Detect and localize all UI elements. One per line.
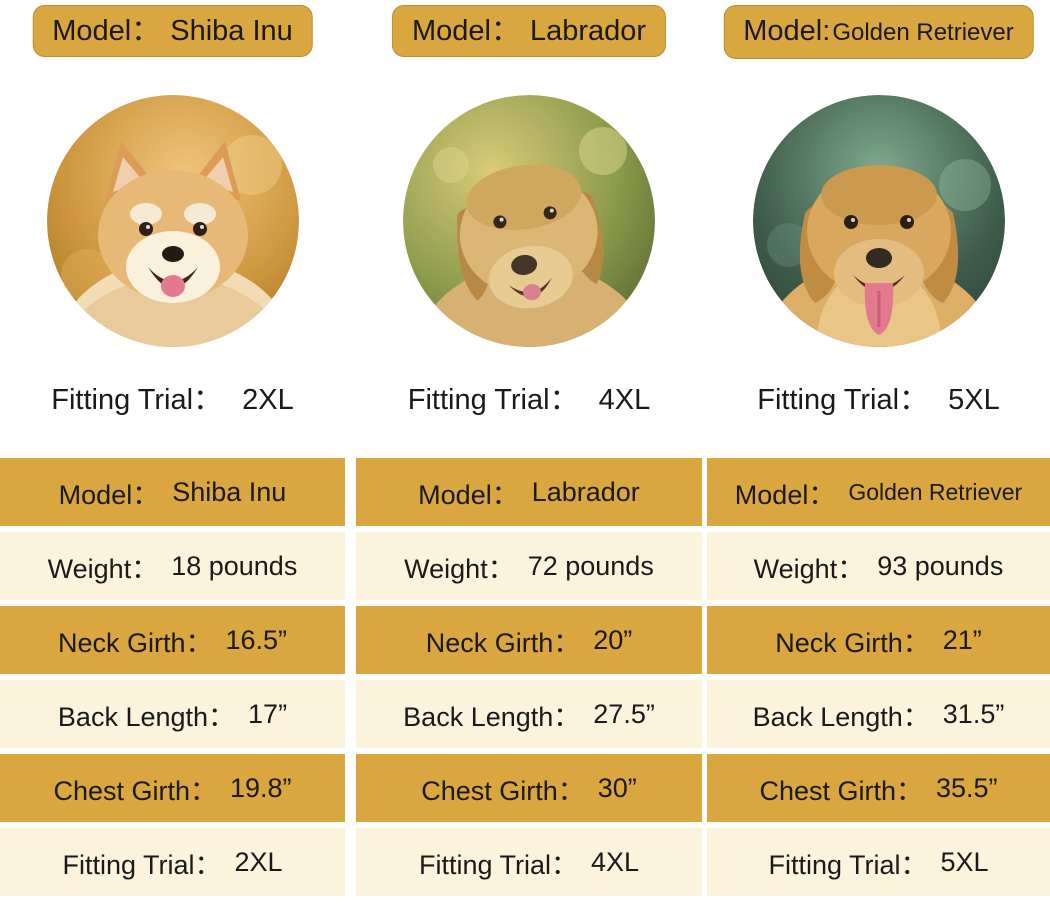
row-label: Fitting Trial： [768, 849, 928, 880]
row-label: Model： [58, 479, 160, 510]
model-badge: Model: Golden Retriever [723, 5, 1034, 59]
row-value: Shiba Inu [172, 476, 287, 507]
fitting-trial-value: 2XL [242, 384, 294, 416]
row-label: Back Length： [403, 701, 581, 732]
table-row-neck-girth: Neck Girth： 21” [707, 606, 1050, 674]
row-value: 72 pounds [527, 550, 654, 581]
table-row-fitting-trial: Fitting Trial： 4XL [356, 828, 702, 896]
row-label: Back Length： [57, 701, 236, 732]
row-label: Fitting Trial： [418, 849, 578, 880]
table-row-fitting-trial: Fitting Trial： 2XL [0, 828, 345, 896]
size-table-labrador: Model： Labrador Weight： 72 pounds Neck G… [356, 458, 702, 896]
table-row-back-length: Back Length： 27.5” [356, 680, 702, 748]
row-label: Weight： [753, 553, 865, 584]
fitting-trial-caption: Fitting Trial： 4XL [356, 376, 702, 418]
table-row-back-length: Back Length： 31.5” [707, 680, 1050, 748]
column-labrador: Model： Labrador [356, 0, 702, 906]
table-row-model: Model： Shiba Inu [0, 458, 345, 526]
table-row-model: Model： Labrador [356, 458, 702, 526]
fitting-trial-label: Fitting Trial： [51, 384, 223, 416]
table-row-chest-girth: Chest Girth： 19.8” [0, 754, 345, 822]
row-label: Fitting Trial： [62, 849, 222, 880]
table-row-weight: Weight： 18 pounds [0, 532, 345, 600]
fitting-trial-value: 4XL [598, 384, 651, 416]
size-table-golden-retriever: Model： Golden Retriever Weight： 93 pound… [707, 458, 1050, 896]
row-value: 17” [248, 698, 288, 729]
row-value: 31.5” [942, 698, 1005, 729]
table-row-back-length: Back Length： 17” [0, 680, 345, 748]
row-value: 2XL [234, 846, 283, 877]
column-shiba-inu: Model： Shiba Inu [0, 0, 345, 906]
row-value: 35.5” [936, 772, 998, 803]
row-value: 21” [942, 624, 982, 655]
fitting-trial-label: Fitting Trial： [757, 384, 929, 416]
model-badge-label: Model： [411, 15, 520, 47]
row-label: Chest Girth： [53, 775, 217, 806]
fitting-trial-caption: Fitting Trial： 2XL [0, 376, 345, 418]
fitting-trial-caption: Fitting Trial： 5XL [707, 376, 1050, 418]
fitting-trial-label: Fitting Trial： [407, 384, 579, 416]
row-label: Neck Girth： [57, 627, 213, 658]
column-golden-retriever: Model: Golden Retriever [707, 0, 1050, 906]
labrador-photo [403, 95, 655, 347]
model-badge-label: Model: [743, 15, 831, 47]
row-value: Labrador [531, 476, 640, 507]
golden-retriever-photo [752, 95, 1005, 347]
row-label: Chest Girth： [759, 775, 923, 806]
row-label: Model： [734, 479, 836, 510]
table-row-chest-girth: Chest Girth： 35.5” [707, 754, 1050, 822]
model-badge-value: Labrador [529, 15, 647, 47]
fitting-trial-value: 5XL [948, 384, 1000, 416]
shiba-inu-photo [46, 95, 299, 347]
row-value: 18 pounds [171, 550, 298, 581]
table-row-chest-girth: Chest Girth： 30” [356, 754, 702, 822]
table-row-fitting-trial: Fitting Trial： 5XL [707, 828, 1050, 896]
model-badge-value: Golden Retriever [832, 19, 1014, 46]
row-value: 5XL [940, 846, 989, 877]
row-label: Weight： [47, 553, 159, 584]
row-value: Golden Retriever [848, 478, 1023, 505]
row-label: Back Length： [752, 701, 930, 732]
row-label: Weight： [404, 553, 515, 584]
model-badge-value: Shiba Inu [170, 15, 293, 47]
row-value: 19.8” [230, 772, 292, 803]
row-label: Model： [418, 479, 519, 510]
row-value: 20” [593, 624, 633, 655]
row-value: 30” [597, 772, 637, 803]
row-label: Neck Girth： [775, 627, 930, 658]
table-row-neck-girth: Neck Girth： 20” [356, 606, 702, 674]
model-badge: Model： Labrador [391, 5, 667, 57]
row-value: 93 pounds [877, 550, 1004, 581]
row-value: 16.5” [225, 624, 288, 655]
row-value: 4XL [591, 846, 640, 877]
table-row-model: Model： Golden Retriever [707, 458, 1050, 526]
size-table-shiba-inu: Model： Shiba Inu Weight： 18 pounds Neck … [0, 458, 345, 896]
model-badge: Model： Shiba Inu [32, 5, 313, 57]
table-row-weight: Weight： 72 pounds [356, 532, 702, 600]
table-row-weight: Weight： 93 pounds [707, 532, 1050, 600]
table-row-neck-girth: Neck Girth： 16.5” [0, 606, 345, 674]
model-badge-label: Model： [52, 15, 161, 47]
row-value: 27.5” [593, 698, 655, 729]
row-label: Chest Girth： [421, 775, 585, 806]
row-label: Neck Girth： [425, 627, 581, 658]
